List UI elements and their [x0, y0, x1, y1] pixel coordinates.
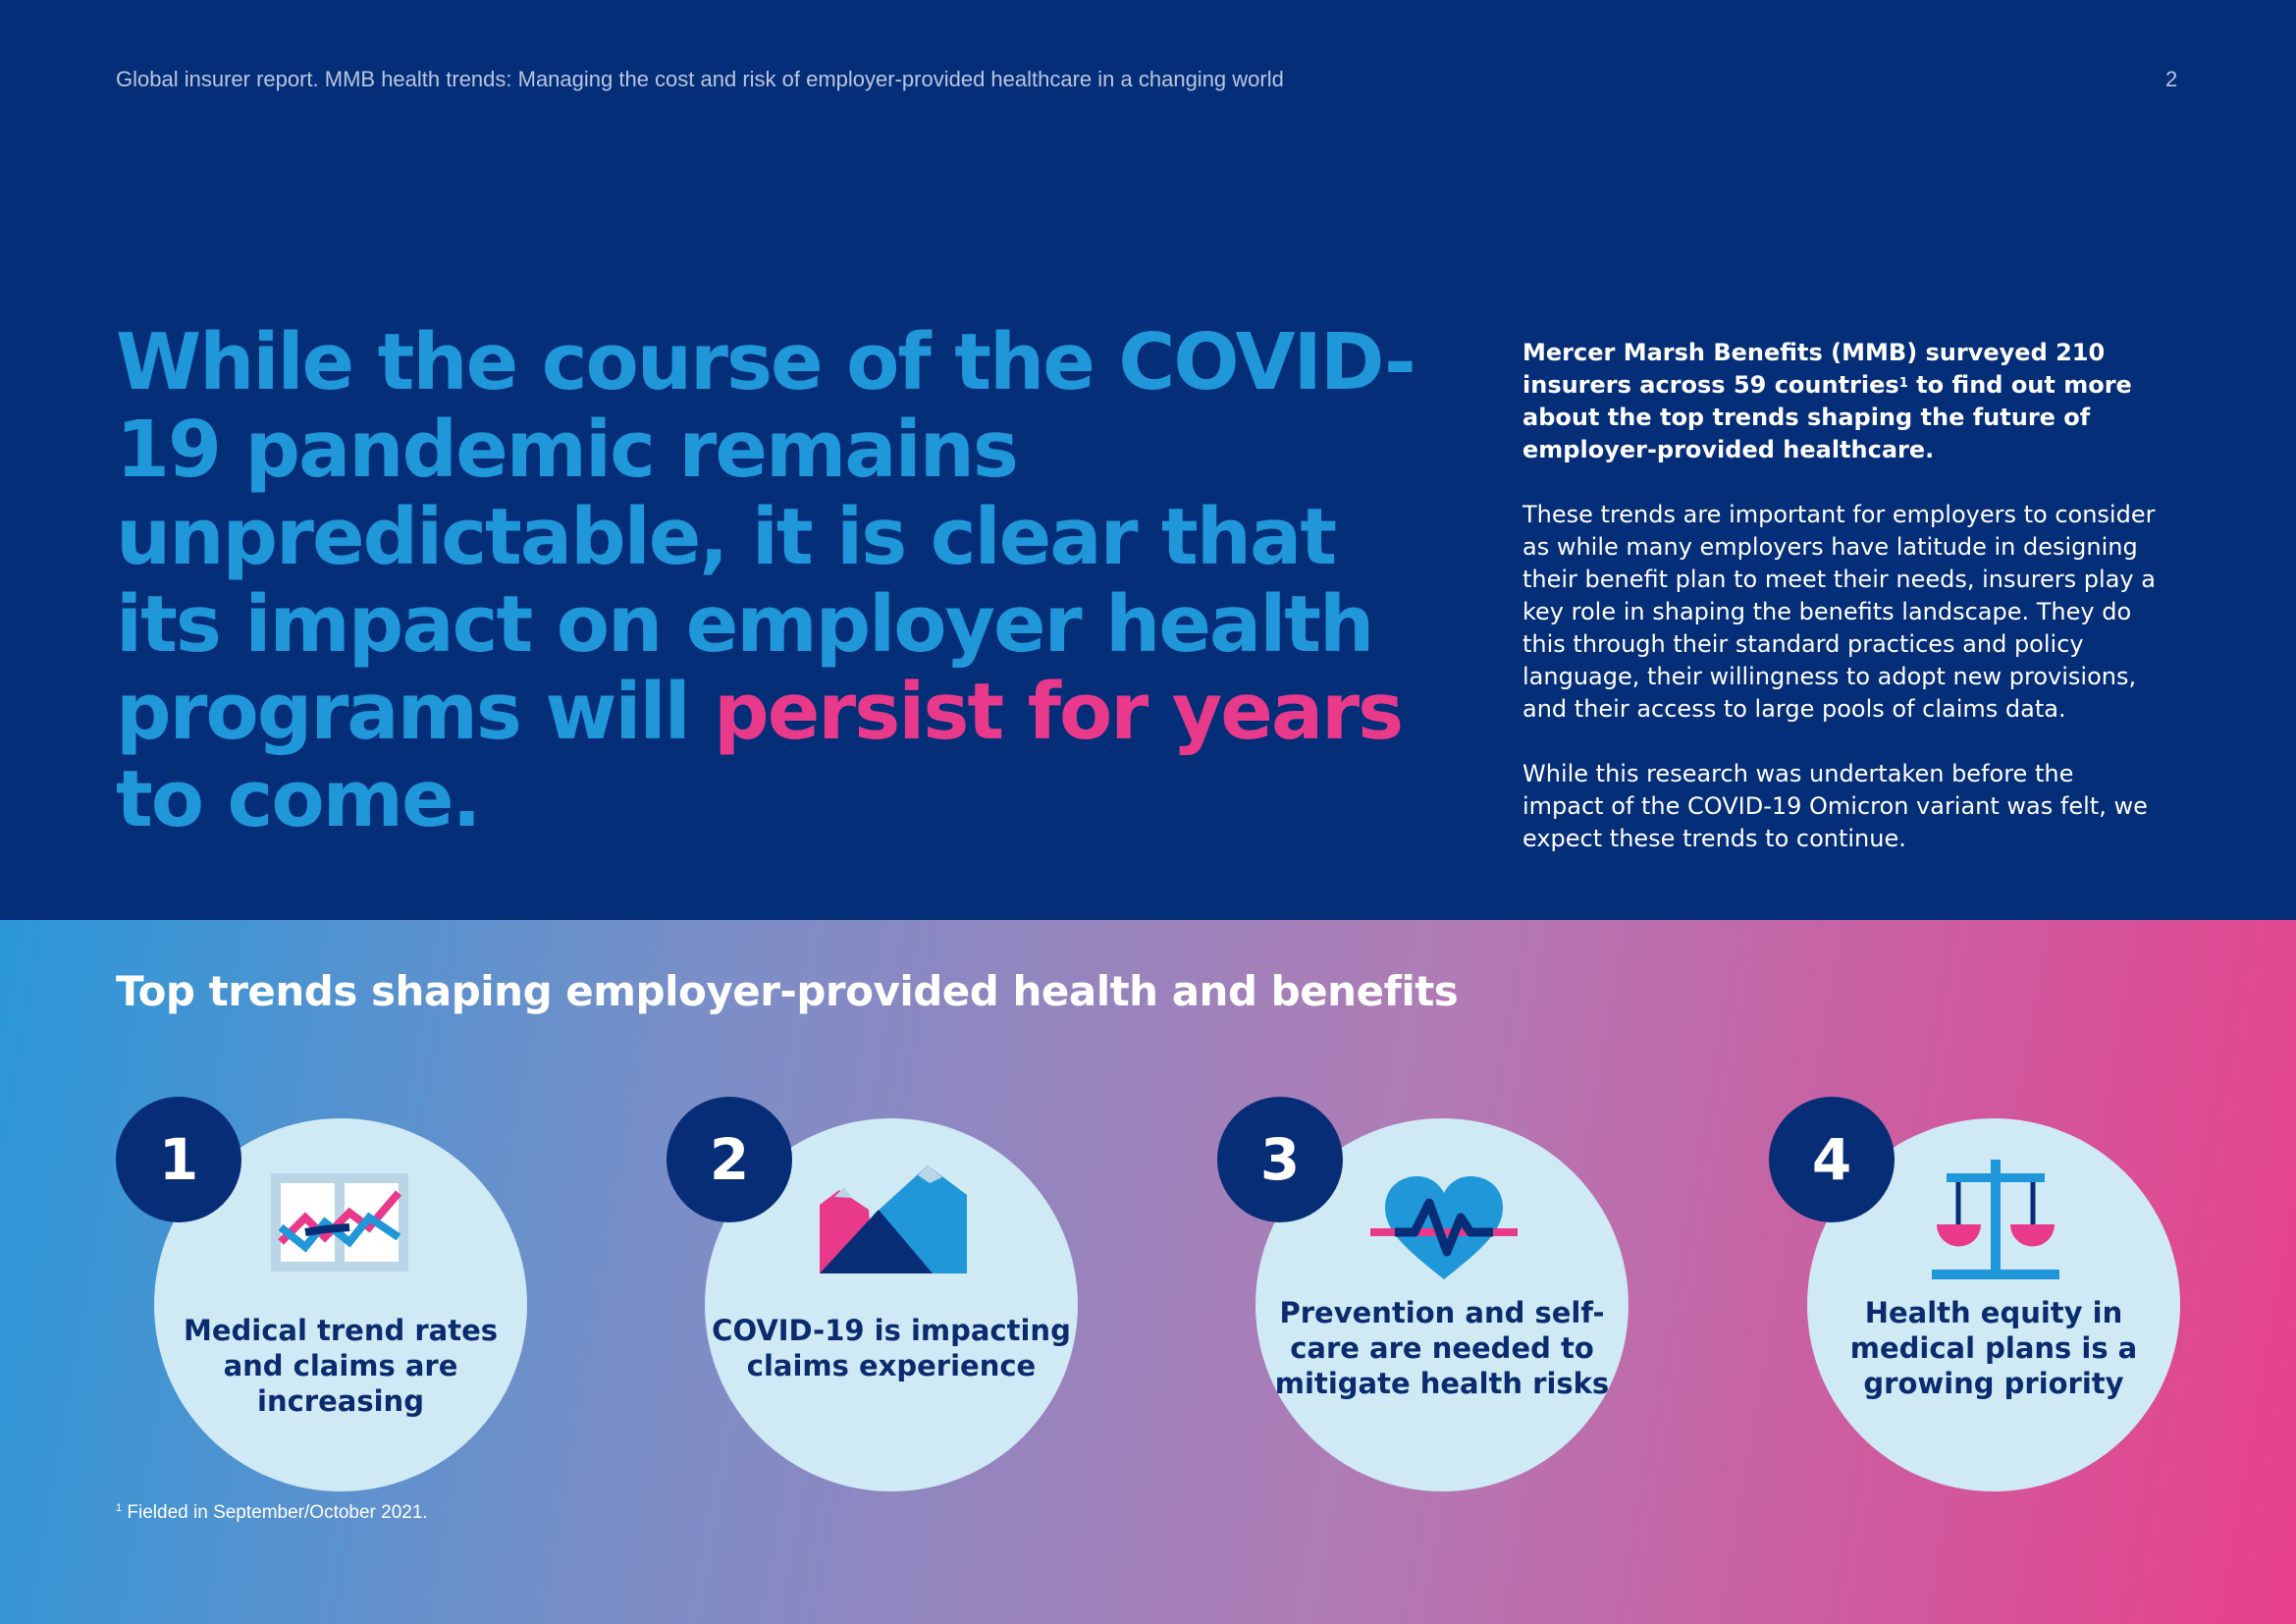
trend-label: Health equity in medical plans is a grow…: [1849, 1296, 2138, 1400]
intro-lead-a: Mercer Marsh Benefits (MMB) surveyed 210…: [1522, 339, 2106, 399]
section-title: Top trends shaping employer-provided hea…: [116, 967, 1459, 1015]
trend-label: Prevention and self-care are needed to m…: [1274, 1296, 1610, 1400]
trend-number: 2: [667, 1097, 792, 1222]
heart-pulse-icon: [1370, 1176, 1518, 1279]
intro-lead: Mercer Marsh Benefits (MMB) surveyed 210…: [1522, 337, 2161, 466]
trend-number: 1: [116, 1097, 241, 1222]
trend-card-3: 3 Prevention and self-care are needed to…: [1217, 1097, 1629, 1491]
trends-panel: Top trends shaping employer-provided hea…: [0, 920, 2296, 1624]
footnote: 1 Fielded in September/October 2021.: [116, 1502, 428, 1524]
trend-label: Medical trend rates and claims are incre…: [183, 1314, 499, 1418]
intro-lead-b: to find out more about the top trends sh…: [1522, 371, 2132, 463]
trend-number: 4: [1769, 1097, 1895, 1222]
hero-panel: Global insurer report. MMB health trends…: [116, 67, 2178, 888]
trend-label: COVID-19 is impacting claims experience: [712, 1314, 1071, 1382]
trend-card-4: 4 Health equity in medical plans is a gr…: [1769, 1097, 2180, 1491]
mountains-icon: [820, 1165, 967, 1273]
intro-text: Mercer Marsh Benefits (MMB) surveyed 210…: [1522, 337, 2161, 888]
headline-text: While the course of the COVID-19 pandemi…: [116, 317, 1416, 757]
report-title: Global insurer report. MMB health trends…: [116, 67, 1284, 91]
trend-number: 3: [1217, 1097, 1343, 1222]
trend-card-2: 2 COVID-19 is impacting claims experienc…: [667, 1097, 1078, 1491]
headline-end: to come.: [116, 754, 482, 844]
intro-paragraph-2: While this research was undertaken befor…: [1522, 760, 2148, 852]
trend-chart-icon: [271, 1173, 408, 1272]
footnote-marker: 1: [116, 1502, 123, 1514]
headline: While the course of the COVID-19 pandemi…: [116, 319, 1451, 843]
scales-icon: [1932, 1160, 2059, 1279]
trend-card-1: 1 Medical trend rates and claims are inc…: [116, 1097, 527, 1491]
page-number: 2: [2165, 67, 2178, 91]
footnote-ref: 1: [1898, 376, 1908, 391]
footnote-text: Fielded in September/October 2021.: [122, 1502, 428, 1523]
headline-highlight: persist for years: [714, 667, 1404, 757]
intro-paragraph-1: These trends are important for employers…: [1522, 501, 2156, 723]
